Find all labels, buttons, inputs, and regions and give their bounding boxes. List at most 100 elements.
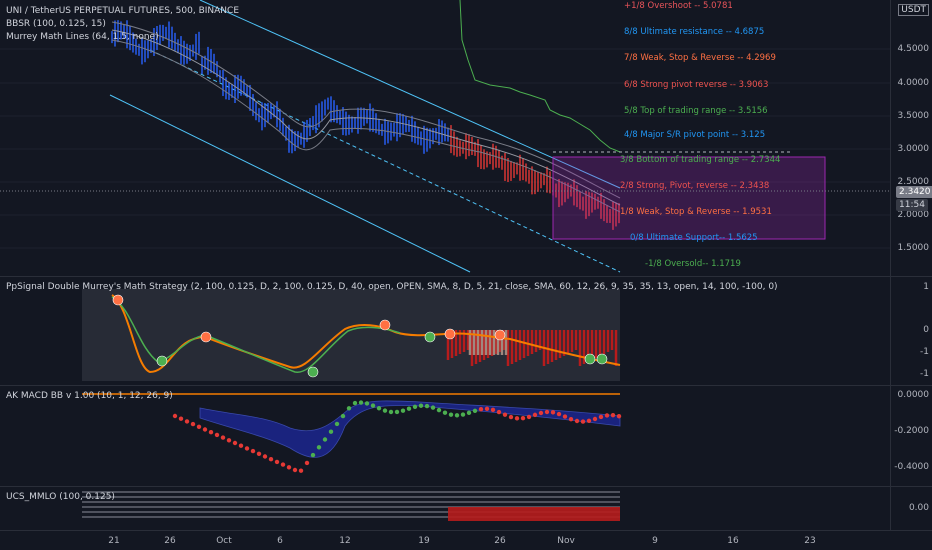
macd-dot xyxy=(598,414,604,420)
murrey-level-label: -1/8 Oversold-- 1.1719 xyxy=(645,259,741,269)
time-tick: 19 xyxy=(418,536,430,546)
macd-dot xyxy=(190,421,196,427)
ppsignal-svg xyxy=(82,289,621,381)
time-tick: 6 xyxy=(277,536,283,546)
time-tick: Oct xyxy=(216,536,232,546)
macd-dot xyxy=(436,407,442,413)
ucs-axis[interactable]: 0.00 xyxy=(890,487,932,530)
macd-dot xyxy=(328,429,334,434)
macd-dot xyxy=(196,424,202,429)
macd-dot xyxy=(544,409,550,415)
ucs-red-zone xyxy=(448,507,620,521)
ppsignal-pane[interactable] xyxy=(0,277,890,385)
ma-line-lower xyxy=(111,39,621,213)
macd-dot xyxy=(508,414,514,420)
macd-dot xyxy=(538,410,544,416)
signal-dot xyxy=(596,353,608,365)
macd-dot xyxy=(226,438,232,443)
murrey-level-label: 1/8 Weak, Stop & Reverse -- 1.9531 xyxy=(620,207,772,217)
axis-tick: 1 xyxy=(923,282,929,292)
signal-dot xyxy=(424,331,436,343)
murrey-zone-box xyxy=(552,156,826,240)
macd-dot xyxy=(382,408,388,413)
macd-dot xyxy=(274,459,280,465)
time-tick: 12 xyxy=(339,536,351,546)
price-pane[interactable] xyxy=(0,0,890,276)
macd-pane[interactable] xyxy=(0,386,890,486)
macd-dot xyxy=(280,462,286,467)
macd-dot xyxy=(424,403,430,409)
macd-dot xyxy=(370,403,376,408)
macd-dot xyxy=(358,400,364,405)
macd-dot xyxy=(184,419,190,424)
signal-dot xyxy=(307,366,319,378)
macd-dot xyxy=(352,400,358,406)
macd-dot xyxy=(520,416,526,421)
time-tick: 21 xyxy=(108,536,120,546)
indicator-murrey[interactable]: Murrey Math Lines (64, 1.5, none) xyxy=(6,32,159,42)
murrey-level-label: 3/8 Bottom of trading range -- 2.7344 xyxy=(620,155,781,165)
macd-dot xyxy=(496,409,502,415)
ucs-mmlo-pane[interactable] xyxy=(0,487,890,530)
macd-dot xyxy=(172,413,178,419)
macd-axis[interactable]: 0.0000 -0.2000 -0.4000 xyxy=(890,386,932,486)
bbsr-step-line xyxy=(459,0,621,153)
macd-dot xyxy=(592,416,598,422)
murrey-level-label: 5/8 Top of trading range -- 3.5156 xyxy=(624,106,768,116)
macd-dot xyxy=(448,412,454,417)
axis-tick: -1 xyxy=(920,369,929,379)
macd-dot xyxy=(568,416,574,422)
ucs-mmlo-title[interactable]: UCS_MMLO (100, 0.125) xyxy=(6,492,115,502)
macd-dot xyxy=(310,452,316,458)
murrey-level-label: 2/8 Strong, Pivot, reverse -- 2.3438 xyxy=(620,181,770,191)
macd-dot xyxy=(322,437,328,442)
price-chart-svg xyxy=(0,0,890,273)
currency-label: USDT xyxy=(898,4,929,16)
macd-dot xyxy=(472,408,478,413)
macd-dot xyxy=(304,460,310,466)
axis-tick: 0.00 xyxy=(908,503,929,513)
macd-dot xyxy=(478,407,484,412)
macd-dot xyxy=(616,414,622,419)
macd-dot xyxy=(604,413,610,418)
current-price-tag: 2.3420 xyxy=(896,186,932,198)
macd-dot xyxy=(586,418,592,423)
macd-dot xyxy=(268,457,274,462)
axis-tick: 0.0000 xyxy=(897,390,930,400)
murrey-level-label: 4/8 Major S/R pivot point -- 3.125 xyxy=(624,130,766,140)
macd-dot xyxy=(376,406,382,411)
macd-title[interactable]: AK MACD BB v 1.00 (10, 1, 12, 26, 9) xyxy=(6,391,173,401)
macd-dot xyxy=(292,467,298,473)
ucs-mmlo-svg xyxy=(82,491,620,521)
price-axis[interactable]: USDT 4.5000 4.0000 3.5000 3.0000 2.5000 … xyxy=(890,0,932,276)
signal-dot xyxy=(584,353,596,365)
price-tick: 3.5000 xyxy=(897,111,930,121)
price-tick: 2.0000 xyxy=(897,210,930,220)
chart-title[interactable]: UNI / TetherUS PERPETUAL FUTURES, 500, B… xyxy=(6,6,240,16)
time-axis[interactable] xyxy=(0,531,890,550)
macd-dot xyxy=(418,403,424,408)
indicator-bbsr[interactable]: BBSR (100, 0.125, 15) xyxy=(6,19,106,29)
ppsignal-title[interactable]: PpSignal Double Murrey's Math Strategy (… xyxy=(6,282,778,292)
macd-dot xyxy=(388,409,394,415)
macd-dot xyxy=(250,448,256,454)
axis-tick: -0.2000 xyxy=(894,426,929,436)
time-tick: 26 xyxy=(494,536,506,546)
macd-dot xyxy=(574,418,580,424)
macd-dot xyxy=(556,411,562,417)
signal-dot xyxy=(156,355,168,367)
macd-dot xyxy=(466,410,472,416)
murrey-level-label: 7/8 Weak, Stop & Reverse -- 4.2969 xyxy=(624,53,776,63)
time-tick: 9 xyxy=(652,536,658,546)
macd-dot xyxy=(340,413,346,419)
ppsignal-axis[interactable]: 1 0 -1 -1 xyxy=(890,277,932,385)
macd-dot xyxy=(430,405,436,410)
macd-dot xyxy=(490,407,496,413)
macd-dot xyxy=(364,401,370,406)
price-tick: 1.5000 xyxy=(897,243,930,253)
macd-dot xyxy=(256,451,262,456)
macd-dot xyxy=(532,412,538,418)
channel-upper xyxy=(199,0,621,189)
macd-dot xyxy=(394,409,400,415)
macd-dot xyxy=(484,406,490,412)
